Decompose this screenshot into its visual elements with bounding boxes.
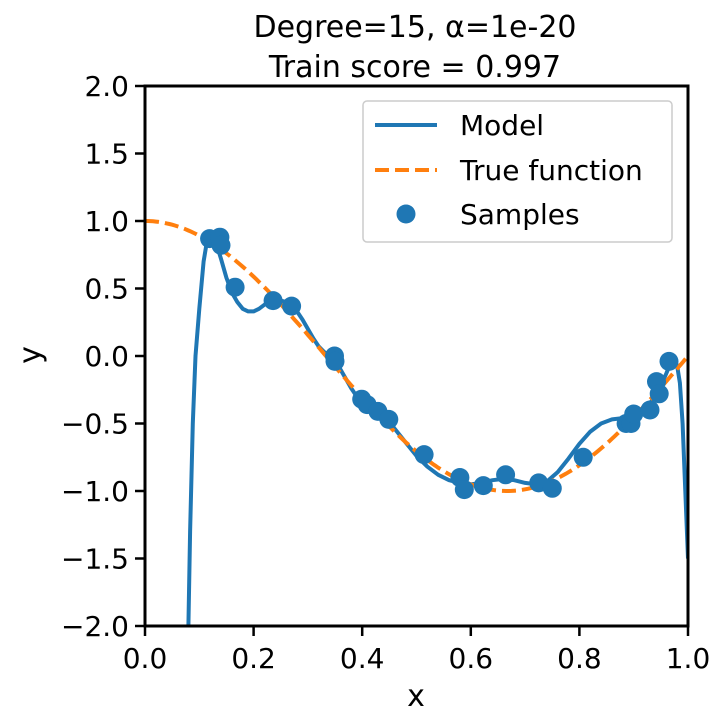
sample-point: [640, 400, 660, 420]
y-tick-label: −1.0: [61, 475, 129, 508]
sample-point: [624, 404, 644, 424]
y-tick-label: 1.5: [84, 138, 129, 171]
y-tick-label: 2.0: [84, 70, 129, 103]
legend-samples-swatch: [396, 204, 416, 224]
x-tick-label: 0.4: [340, 642, 385, 675]
sample-point: [282, 296, 302, 316]
x-tick-label: 0.0: [123, 642, 168, 675]
x-tick-label: 1.0: [666, 642, 711, 675]
sample-point: [454, 480, 474, 500]
sample-point: [325, 351, 345, 371]
x-axis-label: x: [407, 679, 425, 714]
sample-point: [211, 235, 231, 255]
sample-point: [473, 476, 493, 496]
sample-point: [263, 291, 283, 311]
sample-point: [414, 445, 434, 465]
chart-subtitle: Train score = 0.997: [268, 50, 561, 85]
y-tick-label: −2.0: [61, 610, 129, 643]
y-axis-label: y: [13, 346, 48, 364]
legend: Model True function Samples: [362, 100, 673, 243]
y-tick-label: 1.0: [84, 205, 129, 238]
y-axis: 2.0 1.5 1.0 0.5 0.0 −0.5 −1.0 −1.5 −2.0: [61, 70, 145, 643]
series-model-line: [186, 232, 688, 626]
plot-series: [145, 219, 688, 626]
sample-point: [225, 277, 245, 297]
sample-point: [649, 384, 669, 404]
sample-point: [659, 351, 679, 371]
plot-area: [145, 219, 688, 626]
legend-frame: [362, 100, 673, 243]
chart-title: Degree=15, α=1e-20: [253, 10, 576, 45]
x-tick-label: 0.2: [231, 642, 276, 675]
sample-point: [573, 447, 593, 467]
y-tick-label: 0.5: [84, 273, 129, 306]
y-tick-label: 0.0: [84, 340, 129, 373]
x-tick-label: 0.6: [449, 642, 494, 675]
legend-model-label: Model: [460, 109, 544, 142]
legend-samples-label: Samples: [460, 198, 580, 231]
sample-point: [496, 465, 516, 485]
y-tick-label: −0.5: [61, 408, 129, 441]
y-tick-label: −1.5: [61, 543, 129, 576]
x-axis: 0.0 0.2 0.4 0.6 0.8 1.0: [123, 626, 711, 675]
x-tick-label: 0.8: [557, 642, 602, 675]
sample-point: [542, 478, 562, 498]
sample-point: [379, 409, 399, 429]
legend-true-function-label: True function: [459, 154, 643, 187]
